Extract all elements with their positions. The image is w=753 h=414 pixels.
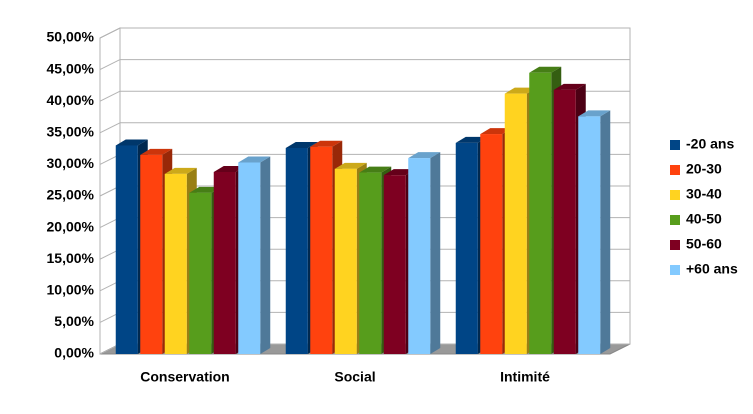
bar bbox=[553, 89, 576, 354]
bar-top bbox=[189, 186, 222, 193]
bar-top bbox=[310, 140, 343, 147]
y-tick-label: 15,00% bbox=[47, 250, 95, 266]
y-tick-label: 45,00% bbox=[47, 60, 95, 76]
legend-label: 40-50 bbox=[686, 211, 722, 227]
bar bbox=[383, 175, 406, 354]
bar-top bbox=[578, 110, 611, 117]
bar-top bbox=[334, 162, 367, 169]
bar-top bbox=[164, 167, 197, 174]
bar bbox=[310, 146, 333, 354]
legend-swatch bbox=[670, 240, 680, 250]
y-tick-label: 50,00% bbox=[47, 29, 95, 45]
grid-line-side bbox=[99, 59, 121, 71]
bar-top bbox=[455, 136, 488, 143]
y-tick-label: 0,00% bbox=[54, 345, 94, 361]
x-tick-label: Social bbox=[334, 369, 375, 385]
legend-swatch bbox=[670, 165, 680, 175]
bar-top bbox=[529, 66, 562, 73]
bar-top bbox=[383, 169, 416, 176]
bar-side bbox=[260, 156, 271, 354]
grid-line-side bbox=[99, 122, 121, 134]
bar-top bbox=[480, 128, 513, 135]
bar bbox=[504, 93, 527, 354]
legend-label: 20-30 bbox=[686, 161, 722, 177]
bar-top bbox=[140, 148, 173, 155]
y-tick-label: 10,00% bbox=[47, 282, 95, 298]
bar-top bbox=[238, 156, 271, 163]
y-tick-label: 40,00% bbox=[47, 92, 95, 108]
y-tick-label: 20,00% bbox=[47, 218, 95, 234]
bar bbox=[213, 171, 236, 354]
legend-swatch bbox=[670, 190, 680, 200]
bar-top bbox=[504, 87, 537, 94]
grid-line-side bbox=[99, 27, 121, 39]
bar bbox=[408, 158, 431, 354]
legend-label: +60 ans bbox=[686, 261, 738, 277]
x-tick-label: Conservation bbox=[140, 369, 229, 385]
bar-side bbox=[600, 110, 611, 354]
legend-label: -20 ans bbox=[686, 136, 734, 152]
y-tick-label: 35,00% bbox=[47, 124, 95, 140]
legend-swatch bbox=[670, 140, 680, 150]
legend-swatch bbox=[670, 265, 680, 275]
bar bbox=[359, 172, 382, 354]
bar bbox=[529, 72, 552, 354]
bar-top bbox=[213, 165, 246, 172]
bar bbox=[480, 134, 503, 354]
bar-top bbox=[115, 139, 148, 146]
legend-label: 50-60 bbox=[686, 236, 722, 252]
x-tick-label: Intimité bbox=[500, 369, 550, 385]
bar bbox=[334, 168, 357, 354]
bar bbox=[115, 145, 138, 354]
bar bbox=[578, 116, 601, 354]
bar bbox=[285, 147, 308, 354]
legend-swatch bbox=[670, 215, 680, 225]
y-tick-label: 5,00% bbox=[54, 313, 94, 329]
y-tick-label: 30,00% bbox=[47, 155, 95, 171]
grid-line-side bbox=[99, 90, 121, 102]
bar-top bbox=[285, 141, 318, 148]
bar-side bbox=[430, 152, 441, 354]
bar bbox=[140, 154, 163, 354]
bar bbox=[238, 162, 261, 354]
legend-label: 30-40 bbox=[686, 186, 722, 202]
y-tick-label: 25,00% bbox=[47, 187, 95, 203]
bar-top bbox=[359, 166, 392, 173]
bar-top bbox=[553, 83, 586, 90]
bar bbox=[189, 192, 212, 354]
bar bbox=[455, 142, 478, 354]
bar bbox=[164, 173, 187, 354]
bar-top bbox=[408, 152, 441, 159]
